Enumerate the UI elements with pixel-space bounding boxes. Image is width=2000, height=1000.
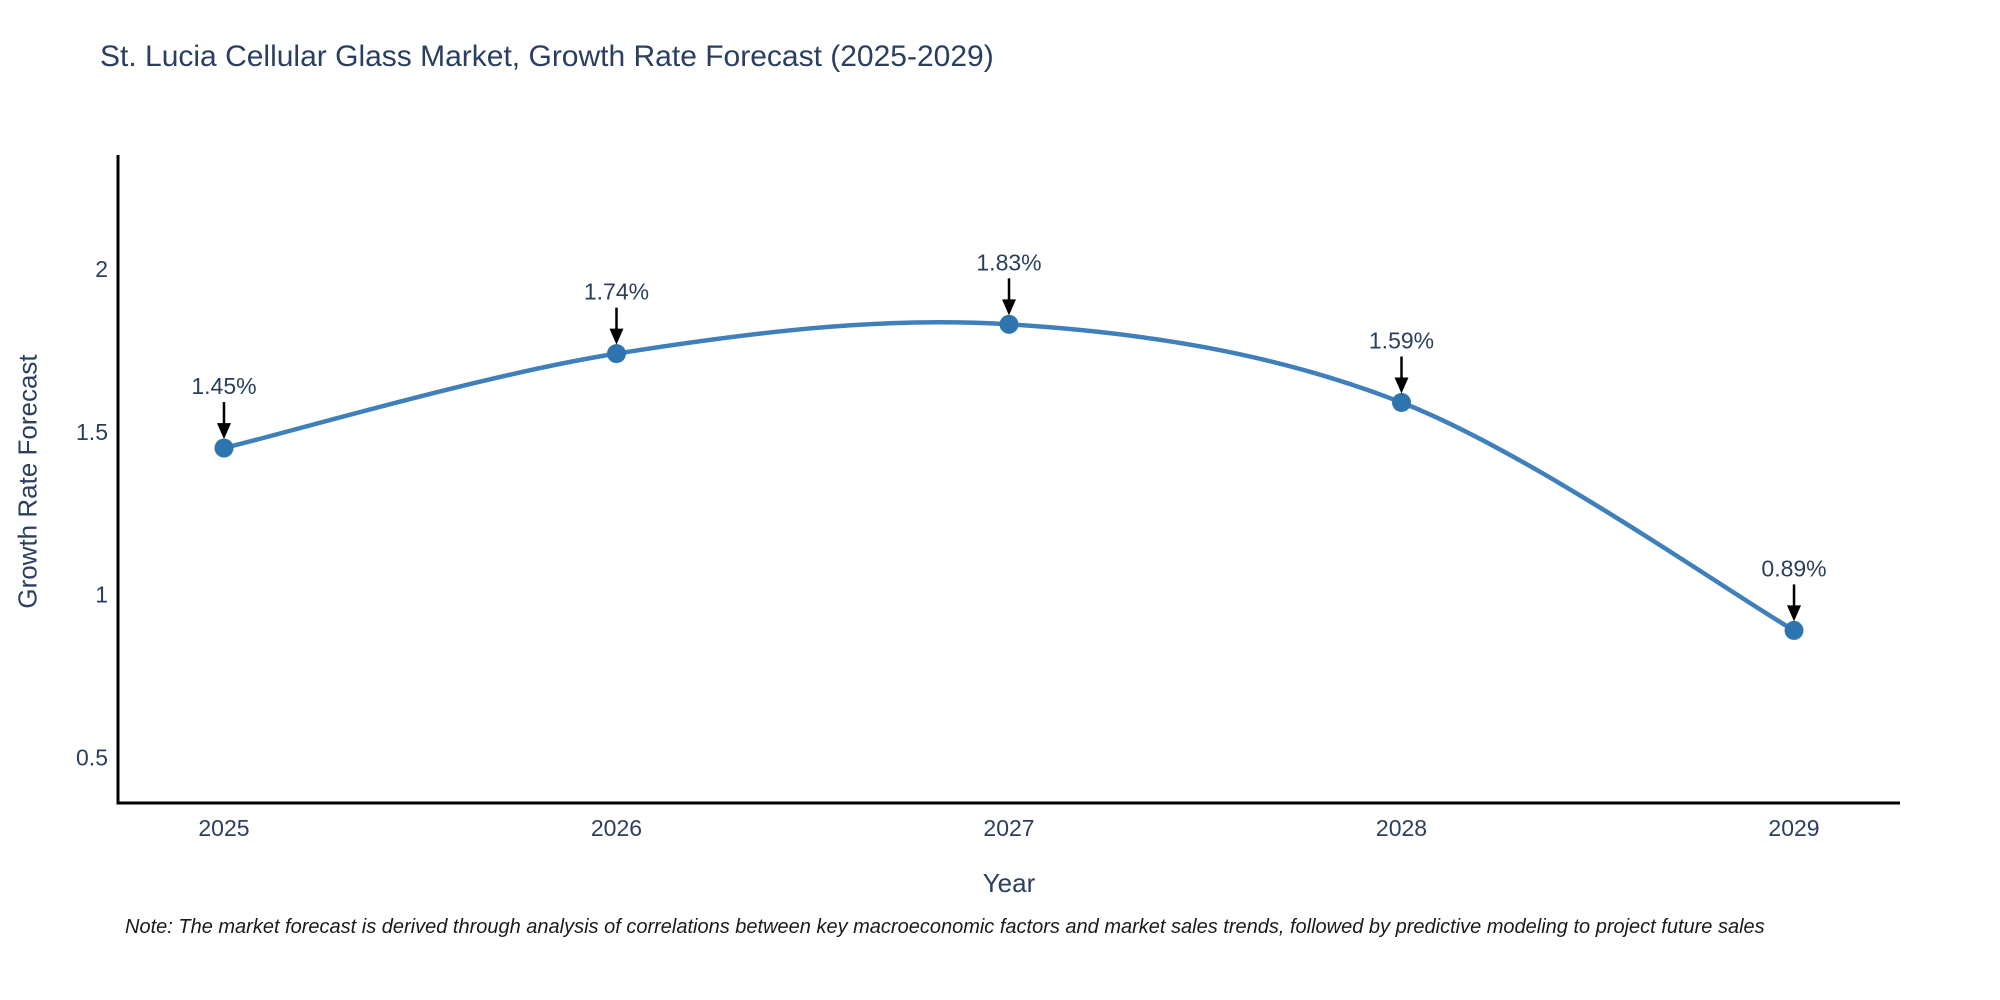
forecast-line [221, 320, 1797, 633]
y-tick-label: 2 [95, 256, 108, 282]
y-axis-title: Growth Rate Forecast [12, 354, 43, 609]
footnote-text: Note: The market forecast is derived thr… [125, 916, 1765, 938]
x-axis-title: Year [982, 868, 1036, 898]
y-tick-label: 1.5 [76, 419, 108, 445]
y-tick-label: 1 [95, 582, 108, 608]
data-point-label: 1.45% [191, 373, 256, 399]
data-point-label: 1.74% [584, 279, 649, 305]
annotation-arrowhead [216, 423, 231, 440]
x-tick-label: 2029 [1768, 815, 1819, 841]
data-point-label: 0.89% [1761, 555, 1826, 581]
chart-title: St. Lucia Cellular Glass Market, Growth … [100, 40, 994, 73]
data-point-label: 1.59% [1369, 327, 1434, 353]
data-point-label: 1.83% [976, 249, 1041, 275]
y-tick-label: 0.5 [76, 744, 108, 770]
x-tick-label: 2027 [983, 815, 1034, 841]
data-point [1392, 392, 1412, 412]
data-point [214, 438, 234, 458]
data-point [999, 314, 1019, 334]
x-tick-label: 2025 [198, 815, 249, 841]
data-point [606, 344, 626, 364]
x-tick-label: 2026 [591, 815, 642, 841]
annotation-arrowhead [609, 328, 624, 345]
annotation-arrowhead [1787, 605, 1802, 622]
annotation-arrowhead [1394, 377, 1409, 394]
x-tick-label: 2028 [1376, 815, 1427, 841]
data-point [1784, 620, 1804, 640]
annotation-arrowhead [1002, 299, 1016, 316]
